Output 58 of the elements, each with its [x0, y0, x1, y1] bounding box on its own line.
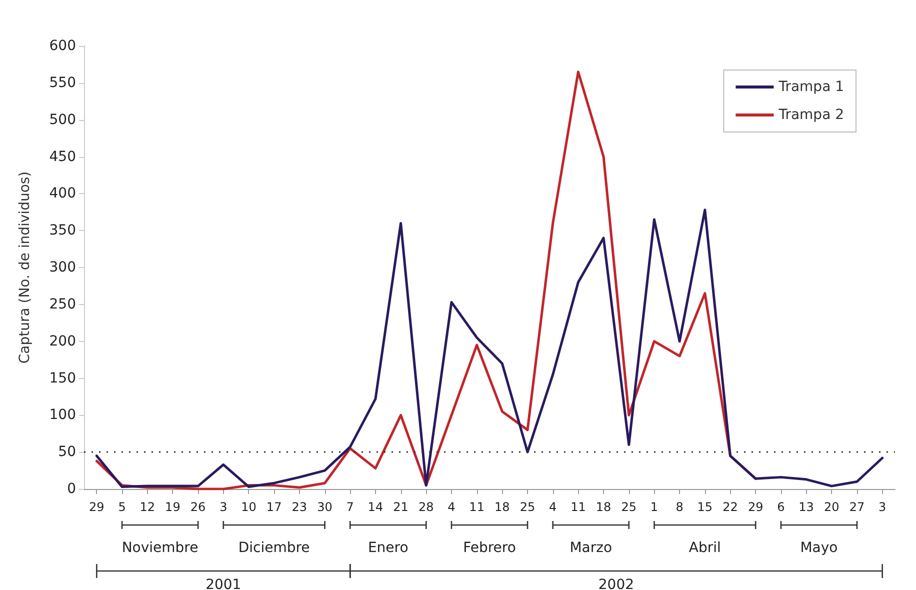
text: 2001 [206, 577, 242, 590]
text: Abril [688, 540, 721, 556]
y-tick-label: 400 [49, 186, 76, 202]
text: Mayo [800, 540, 838, 556]
x-tick-label: 1 [650, 500, 658, 514]
x-tick-label: 4 [549, 500, 557, 514]
x-tick-label: 25 [621, 500, 637, 514]
x-tick-label: 4 [448, 500, 456, 514]
x-tick-label: 6 [777, 500, 785, 514]
y-tick-label: 250 [49, 296, 76, 312]
text: 2002 [598, 577, 634, 590]
y-tick-label: 300 [49, 260, 76, 276]
x-tick-label: 7 [346, 500, 354, 514]
legend-label: Trampa 1 [778, 79, 844, 95]
x-tick-label: 29 [89, 500, 104, 514]
y-axis-title: Captura (No. de individuos) [17, 171, 33, 364]
x-tick-label: 19 [165, 500, 180, 514]
x-tick-label: 3 [220, 500, 228, 514]
x-tick-label: 22 [722, 500, 738, 514]
x-tick-label: 10 [241, 500, 256, 514]
x-tick-label: 11 [469, 500, 484, 514]
x-tick-label: 28 [418, 500, 434, 514]
x-tick-label: 12 [140, 500, 155, 514]
y-tick-label: 450 [49, 148, 76, 165]
y-tick-label: 50 [58, 444, 76, 460]
x-tick-label: 30 [317, 500, 332, 514]
y-tick-label: 0 [67, 481, 76, 497]
y-tick-label: 350 [49, 222, 76, 239]
x-tick-label: 5 [118, 500, 126, 514]
y-tick-label: 550 [49, 74, 76, 91]
text: Diciembre [238, 540, 310, 556]
x-tick-label: 13 [798, 500, 814, 514]
x-tick-label: 23 [292, 500, 308, 514]
x-tick-label: 18 [494, 500, 510, 514]
y-tick-label: 100 [49, 407, 76, 424]
x-tick-label: 15 [697, 500, 713, 514]
line-series [95, 208, 884, 488]
x-tick-label: 14 [368, 500, 384, 514]
text: Enero [368, 540, 408, 556]
y-tick-label: 600 [49, 38, 76, 54]
text: Marzo [570, 540, 612, 556]
x-tick-label: 17 [266, 500, 282, 514]
text: Febrero [463, 540, 516, 556]
x-tick-label: 20 [824, 500, 840, 514]
x-tick-label: 26 [190, 500, 206, 514]
x-tick-label: 8 [676, 500, 684, 514]
x-tick-label: 18 [596, 500, 612, 514]
x-tick-label: 21 [393, 500, 408, 514]
x-tick-label: 29 [748, 500, 764, 514]
x-tick-label: 3 [878, 500, 886, 514]
y-tick-label: 500 [49, 112, 76, 128]
legend-label: Trampa 2 [778, 107, 844, 123]
x-tick-label: 11 [570, 500, 586, 514]
x-tick-label: 27 [849, 500, 865, 514]
text: Noviembre [122, 540, 198, 556]
y-tick-label: 200 [49, 333, 76, 350]
x-tick-label: 25 [520, 500, 536, 514]
y-tick-label: 150 [49, 370, 76, 386]
